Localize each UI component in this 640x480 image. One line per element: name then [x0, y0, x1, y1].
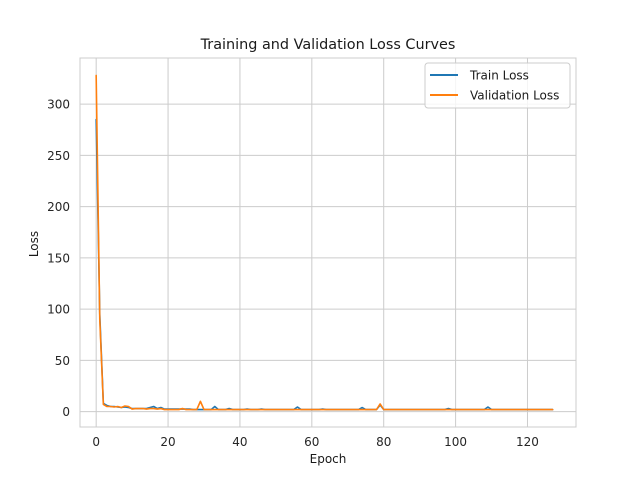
- x-tick-label: 0: [92, 435, 100, 449]
- series-layer: [95, 74, 554, 411]
- legend-box: [424, 62, 571, 109]
- ticks: 0 20 40 60 80 100 120 0 50 100 150 200 250 300: [47, 98, 539, 449]
- legend-label-train-loss: Train Loss: [469, 69, 529, 83]
- x-tick-label: 100: [444, 435, 467, 449]
- x-tick-label: 20: [160, 435, 175, 449]
- x-axis-label: Epoch: [310, 452, 347, 466]
- y-tick-label: 100: [47, 303, 70, 317]
- grid: [80, 58, 576, 427]
- legend-label-validation-loss: Validation Loss: [470, 89, 559, 103]
- x-tick-label: 80: [376, 435, 391, 449]
- plot-frame: [79, 57, 577, 428]
- legend: Train Loss Validation Loss: [424, 62, 571, 109]
- y-tick-label: 300: [47, 98, 70, 112]
- chart-title: Training and Validation Loss Curves: [200, 37, 456, 53]
- x-tick-label: 40: [232, 435, 247, 449]
- y-tick-label: 200: [47, 200, 70, 214]
- y-axis-label: Loss: [27, 231, 41, 257]
- x-tick-label: 60: [304, 435, 319, 449]
- y-tick-label: 250: [47, 149, 70, 163]
- x-tick-label: 120: [516, 435, 539, 449]
- series-line-validation-loss: [95, 74, 554, 411]
- y-tick-label: 150: [47, 251, 70, 265]
- y-tick-label: 0: [62, 405, 70, 419]
- y-tick-label: 50: [55, 354, 70, 368]
